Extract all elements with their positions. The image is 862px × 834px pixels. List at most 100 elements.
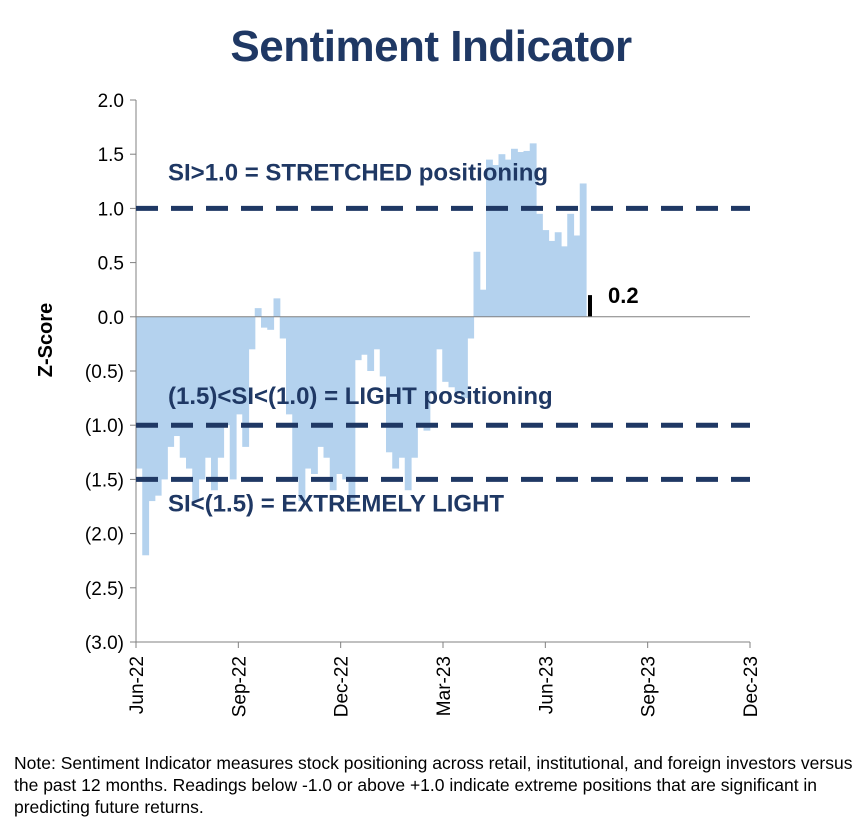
bar: [548, 240, 556, 317]
x-tick-label: Sep-23: [639, 656, 660, 717]
bar: [473, 251, 481, 317]
y-tick-label: 1.5: [98, 145, 124, 166]
x-tick-label: Jun-22: [127, 656, 148, 714]
bar: [417, 316, 425, 426]
bar: [392, 316, 400, 469]
y-tick-label: 0.0: [98, 308, 124, 329]
bar: [479, 289, 487, 317]
bar: [536, 213, 543, 317]
y-tick-label: (1.5): [85, 470, 124, 491]
bar: [529, 143, 537, 317]
bar: [261, 316, 268, 328]
bar: [254, 308, 262, 317]
bar: [429, 316, 437, 393]
bar: [342, 316, 350, 480]
bar: [192, 316, 200, 502]
y-tick-label: (2.5): [85, 579, 124, 600]
bar: [142, 316, 150, 556]
x-tick-label: Dec-23: [741, 656, 762, 717]
bar: [167, 316, 175, 447]
bar: [148, 316, 156, 502]
bar: [561, 246, 568, 317]
bar: [329, 316, 337, 491]
reference-line-label: (1.5)<SI<(1.0) = LIGHT positioning: [168, 383, 553, 410]
bar: [292, 316, 300, 480]
bar: [248, 316, 256, 350]
y-tick-label: 2.0: [98, 91, 124, 112]
bar: [517, 152, 525, 317]
bar: [236, 316, 243, 415]
y-tick-label: 0.5: [98, 254, 124, 275]
reference-line-label: SI>1.0 = STRETCHED positioning: [168, 159, 548, 186]
bar: [267, 316, 275, 330]
bar: [211, 316, 218, 491]
y-tick-label: 1.0: [98, 199, 124, 220]
bar: [136, 316, 143, 469]
bar: [229, 316, 237, 480]
bar: [579, 183, 587, 317]
bar: [523, 150, 531, 317]
bar: [223, 316, 231, 426]
bar: [448, 316, 456, 388]
latest-value-label: 0.2: [608, 283, 639, 308]
bar: [298, 316, 306, 502]
bars-group: [136, 143, 592, 556]
bar: [242, 316, 250, 447]
bar: [386, 316, 393, 453]
bar: [154, 316, 162, 496]
bar: [336, 316, 343, 474]
x-tick-label: Mar-23: [434, 656, 455, 716]
bar: [367, 316, 375, 371]
labels-group: 0.2: [608, 283, 639, 308]
bar: [423, 316, 431, 431]
y-tick-label: (3.0): [85, 633, 124, 654]
bar: [173, 316, 181, 437]
reference-line-label: SI<(1.5) = EXTREMELY LIGHT: [168, 490, 504, 517]
bar: [542, 230, 550, 317]
bar: [361, 316, 368, 355]
bar: [204, 316, 212, 458]
bar: [323, 316, 331, 458]
y-axis-title: Z-Score: [35, 303, 57, 377]
bar: [354, 316, 362, 361]
x-tick-label: Dec-22: [332, 656, 353, 717]
bar: [348, 316, 356, 502]
bar: [317, 316, 325, 447]
bar: [161, 316, 168, 480]
bar: [511, 148, 518, 317]
bar: [198, 316, 206, 480]
x-tick-label: Sep-22: [229, 656, 250, 717]
bar: [567, 213, 575, 317]
bar: [186, 316, 193, 469]
bar: [498, 154, 506, 317]
bar: [179, 316, 187, 458]
bar: [379, 316, 387, 377]
bar: [492, 165, 500, 317]
sentiment-chart: 2.0 1.5 1.0 0.5 0.0 (0.5) (1.0) (1.5) (2.0) (2.5)…: [35, 91, 762, 717]
bar: [304, 316, 312, 469]
bar: [461, 316, 468, 399]
bar: [373, 316, 381, 350]
y-tick-label: (1.0): [85, 416, 124, 437]
reference-lines-group: SI>1.0 = STRETCHED positioning (1.5)<SI<(…: [136, 159, 750, 517]
bar: [467, 316, 475, 339]
bar: [504, 159, 512, 317]
x-tick-label: Jun-23: [536, 656, 557, 714]
chart-note: Note: Sentiment Indicator measures stock…: [14, 753, 853, 817]
y-tick-label: (2.0): [85, 525, 124, 546]
bar: [279, 316, 287, 339]
bar: [273, 298, 281, 317]
bar: [286, 316, 293, 415]
bar: [486, 159, 493, 317]
axes-group: 2.0 1.5 1.0 0.5 0.0 (0.5) (1.0) (1.5) (2.0) (2.5)…: [35, 91, 762, 717]
bar: [436, 316, 443, 350]
bar: [554, 232, 562, 317]
bar: [398, 316, 406, 458]
y-tick-label: (0.5): [85, 362, 124, 383]
bar: [311, 316, 318, 474]
bar: [411, 316, 418, 458]
latest-bar: [588, 295, 592, 317]
chart-title: Sentiment Indicator: [230, 22, 632, 71]
bar: [573, 235, 581, 317]
bar: [217, 316, 225, 458]
